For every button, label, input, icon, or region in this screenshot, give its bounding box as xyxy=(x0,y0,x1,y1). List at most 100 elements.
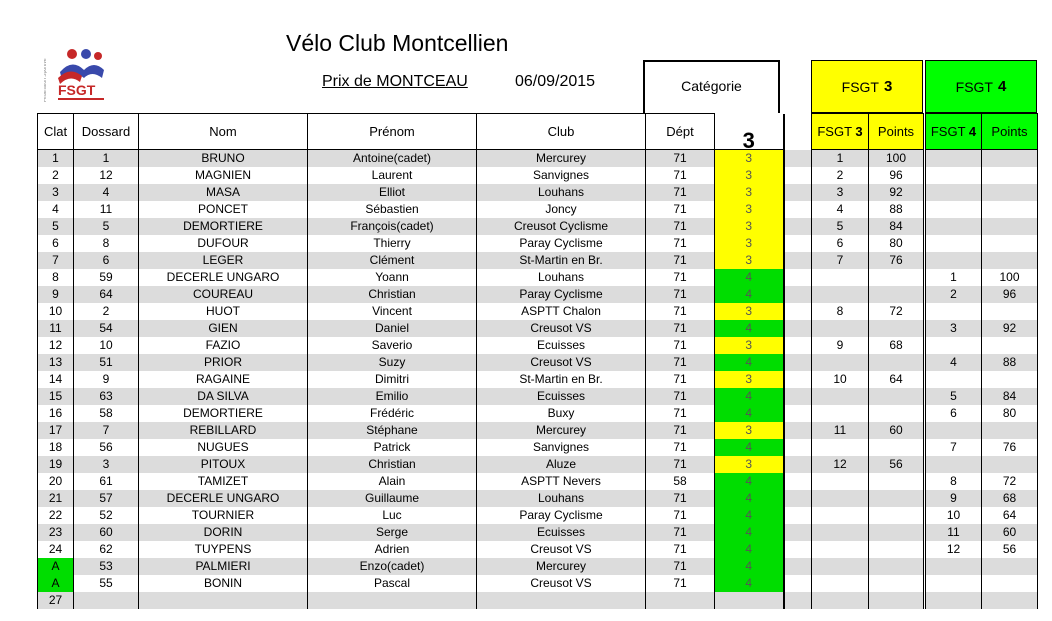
fsgt3-header-row: FSGT 3 Points xyxy=(811,113,924,150)
category-cell: 3 xyxy=(714,235,784,252)
col-club: Club xyxy=(476,113,646,150)
fsgt4-row xyxy=(925,422,1038,439)
club-cell: Ecuisses xyxy=(476,388,646,405)
fsgt4-row: 5 84 xyxy=(925,388,1038,405)
dossard-cell: 2 xyxy=(73,303,139,320)
fsgt3-row: 11 60 xyxy=(811,422,924,439)
table-row: 8 59 DECERLE UNGARO Yoann Louhans 71 4 xyxy=(37,269,814,286)
fsgt3-points-cell xyxy=(868,575,924,592)
col-fsgt4-num: 4 xyxy=(968,124,977,139)
fsgt3-row: 1 100 xyxy=(811,149,924,167)
col-dossard: Dossard xyxy=(73,113,139,150)
fsgt3-rank-cell xyxy=(811,541,869,558)
fsgt3-points-cell xyxy=(868,320,924,337)
prenom-cell: Adrien xyxy=(307,541,477,558)
fsgt4-rank-cell: 10 xyxy=(925,507,982,524)
dept-cell: 71 xyxy=(645,490,715,507)
fsgt3-row: 10 64 xyxy=(811,371,924,388)
dept-cell: 71 xyxy=(645,320,715,337)
clat-cell: 14 xyxy=(37,371,74,388)
club-cell: Louhans xyxy=(476,269,646,286)
dept-cell: 71 xyxy=(645,149,715,167)
dept-cell: 71 xyxy=(645,507,715,524)
fsgt4-points-cell xyxy=(981,235,1038,252)
club-cell: Buxy xyxy=(476,405,646,422)
fsgt4-rank-cell: 6 xyxy=(925,405,982,422)
dossard-cell: 5 xyxy=(73,218,139,235)
fsgt4-rank-cell: 8 xyxy=(925,473,982,490)
category-cell: 3 xyxy=(714,149,784,167)
category-cell: 4 xyxy=(714,286,784,303)
col-dept: Dépt xyxy=(645,113,715,150)
prenom-cell: Enzo(cadet) xyxy=(307,558,477,575)
prenom-cell: Yoann xyxy=(307,269,477,286)
dept-cell: 71 xyxy=(645,388,715,405)
fsgt4-points-cell xyxy=(981,575,1038,592)
fsgt3-rank-cell xyxy=(811,354,869,371)
fsgt4-row: 3 92 xyxy=(925,320,1038,337)
dept-cell: 71 xyxy=(645,184,715,201)
club-cell: Mercurey xyxy=(476,149,646,167)
dept-cell: 71 xyxy=(645,541,715,558)
fsgt3-points-cell xyxy=(868,592,924,609)
dept-cell: 71 xyxy=(645,558,715,575)
club-cell: Aluze xyxy=(476,456,646,473)
category-cell xyxy=(714,592,784,609)
dossard-cell: 60 xyxy=(73,524,139,541)
nom-cell: PRIOR xyxy=(138,354,308,371)
category-cell: 3 xyxy=(714,167,784,184)
fsgt4-row xyxy=(925,252,1038,269)
fsgt4-points-cell xyxy=(981,149,1038,167)
clat-cell: 13 xyxy=(37,354,74,371)
clat-cell: 11 xyxy=(37,320,74,337)
fsgt4-rank-cell xyxy=(925,218,982,235)
nom-cell: PALMIERI xyxy=(138,558,308,575)
fsgt4-rank-cell: 9 xyxy=(925,490,982,507)
fsgt-logo: Fédération Sportive FSGT xyxy=(42,32,108,104)
fsgt3-points-cell: 76 xyxy=(868,252,924,269)
clat-cell: 8 xyxy=(37,269,74,286)
prenom-cell: Vincent xyxy=(307,303,477,320)
fsgt4-points-cell xyxy=(981,201,1038,218)
category-cell: 4 xyxy=(714,320,784,337)
fsgt4-points-cell xyxy=(981,592,1038,609)
fsgt3-row: 4 88 xyxy=(811,201,924,218)
fsgt3-row xyxy=(811,558,924,575)
fsgt3-row xyxy=(811,439,924,456)
club-cell: Mercurey xyxy=(476,422,646,439)
nom-cell: DEMORTIERE xyxy=(138,405,308,422)
prenom-cell: Christian xyxy=(307,286,477,303)
nom-cell: LEGER xyxy=(138,252,308,269)
category-cell: 3 xyxy=(714,218,784,235)
fsgt4-points-cell: 80 xyxy=(981,405,1038,422)
fsgt3-rank-cell: 1 xyxy=(811,149,869,167)
table-row: 24 62 TUYPENS Adrien Creusot VS 71 4 xyxy=(37,541,814,558)
dept-cell: 71 xyxy=(645,422,715,439)
fsgt4-rank-cell xyxy=(925,303,982,320)
dept-cell xyxy=(645,592,715,609)
fsgt4-row xyxy=(925,303,1038,320)
category-cell: 4 xyxy=(714,507,784,524)
dept-cell: 71 xyxy=(645,337,715,354)
nom-cell: MAGNIEN xyxy=(138,167,308,184)
logo-text: FSGT xyxy=(58,82,96,98)
club-cell: Creusot VS xyxy=(476,354,646,371)
fsgt3-rank-cell xyxy=(811,490,869,507)
fsgt3-rank-cell: 12 xyxy=(811,456,869,473)
dossard-cell: 1 xyxy=(73,149,139,167)
fsgt4-rank-cell xyxy=(925,184,982,201)
club-cell: Mercurey xyxy=(476,558,646,575)
prenom-cell: Emilio xyxy=(307,388,477,405)
fsgt4-row xyxy=(925,456,1038,473)
prenom-cell: Christian xyxy=(307,456,477,473)
table-row: A 55 BONIN Pascal Creusot VS 71 4 xyxy=(37,575,814,592)
fsgt4-points-cell xyxy=(981,422,1038,439)
fsgt4-rank-cell: 12 xyxy=(925,541,982,558)
fsgt4-rank-cell xyxy=(925,575,982,592)
table-row: 4 11 PONCET Sébastien Joncy 71 3 xyxy=(37,201,814,218)
fsgt4-points-cell: 84 xyxy=(981,388,1038,405)
dossard-cell: 12 xyxy=(73,167,139,184)
spacer-cell xyxy=(782,252,814,269)
fsgt3-row xyxy=(811,490,924,507)
fsgt4-row xyxy=(925,167,1038,184)
